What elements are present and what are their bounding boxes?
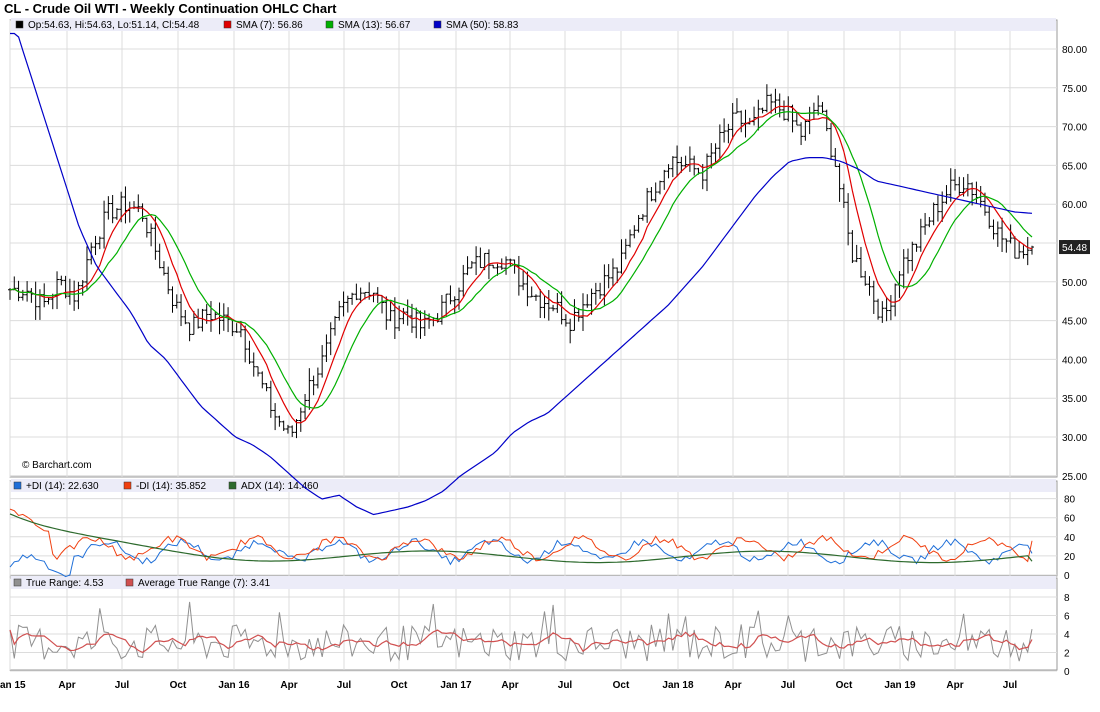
y-tick-label: 80 xyxy=(1064,495,1076,506)
x-tick-label: Apr xyxy=(724,680,741,691)
legend-bar xyxy=(11,18,1056,31)
y-tick-label: 40.00 xyxy=(1062,355,1087,366)
chart-panels: Jan 15 Apr Jul Oct Jan 16 Apr Jul Oct Jan 17 Apr J… xyxy=(0,18,1090,691)
sma50-line xyxy=(10,32,1033,516)
legend-swatch xyxy=(123,481,132,490)
legend-label: True Range: 4.53 xyxy=(26,578,104,589)
legend-label: SMA (13): 56.67 xyxy=(338,20,411,31)
legend-label: -DI (14): 35.852 xyxy=(136,481,206,492)
x-tick-label: Jan 16 xyxy=(218,680,250,691)
legend-label: SMA (7): 56.86 xyxy=(236,20,303,31)
legend-swatch xyxy=(13,481,22,490)
legend-swatch xyxy=(228,481,237,490)
x-tick-label: Jan 19 xyxy=(884,680,916,691)
y-tick-label: 70.00 xyxy=(1062,123,1087,134)
legend-swatch xyxy=(125,578,134,587)
legend-label: +DI (14): 22.630 xyxy=(26,481,99,492)
x-tick-label: Apr xyxy=(58,680,75,691)
legend-swatch xyxy=(13,578,22,587)
minus-di-line xyxy=(9,508,1033,563)
x-tick-label: Oct xyxy=(170,680,187,691)
legend-swatch xyxy=(15,20,24,29)
x-tick-label: Jul xyxy=(115,680,130,691)
x-tick-label: Oct xyxy=(836,680,853,691)
x-tick-label: Oct xyxy=(613,680,630,691)
x-tick-label: Jul xyxy=(781,680,796,691)
y-tick-label: 6 xyxy=(1064,612,1070,623)
x-tick-label: Apr xyxy=(946,680,963,691)
x-tick-label: Jul xyxy=(558,680,573,691)
y-tick-label: 50.00 xyxy=(1062,278,1087,289)
x-tick-label: Jan 17 xyxy=(440,680,472,691)
y-tick-label: 4 xyxy=(1064,630,1070,641)
sma7-line xyxy=(9,105,1033,424)
x-tick-label: Jan 18 xyxy=(662,680,694,691)
legend-swatch xyxy=(223,20,232,29)
y-tick-label: 45.00 xyxy=(1062,317,1087,328)
x-tick-label: Apr xyxy=(501,680,518,691)
sma13-line xyxy=(9,110,1033,409)
legend-label: SMA (50): 58.83 xyxy=(446,20,519,31)
x-tick-label: Jul xyxy=(1003,680,1018,691)
x-tick-label: Oct xyxy=(391,680,408,691)
y-tick-label: 80.00 xyxy=(1062,45,1087,56)
legend-label: Average True Range (7): 3.41 xyxy=(138,578,271,589)
legend-swatch xyxy=(325,20,334,29)
y-tick-label: 25.00 xyxy=(1062,472,1087,483)
last-price-label: 54.48 xyxy=(1062,243,1087,254)
y-tick-label: 0 xyxy=(1064,571,1070,582)
barchart-credit: © Barchart.com xyxy=(22,460,92,471)
y-tick-label: 30.00 xyxy=(1062,433,1087,444)
y-tick-label: 60 xyxy=(1064,514,1076,525)
legend-label: ADX (14): 14.460 xyxy=(241,481,319,492)
y-tick-label: 60.00 xyxy=(1062,200,1087,211)
legend-bar xyxy=(11,576,1056,589)
y-tick-label: 35.00 xyxy=(1062,394,1087,405)
x-tick-label: Jan 15 xyxy=(0,680,26,691)
y-tick-label: 2 xyxy=(1064,649,1070,660)
last-price-badge xyxy=(1059,240,1090,255)
x-tick-label: Jul xyxy=(337,680,352,691)
atr-line xyxy=(9,629,1033,654)
legend-bar xyxy=(11,479,1056,492)
y-tick-label: 20 xyxy=(1064,552,1076,563)
x-tick-label: Apr xyxy=(280,680,297,691)
y-tick-label: 75.00 xyxy=(1062,84,1087,95)
y-tick-label: 0 xyxy=(1064,667,1070,678)
y-tick-label: 65.00 xyxy=(1062,161,1087,172)
legend-swatch xyxy=(433,20,442,29)
legend-label: Op:54.63, Hi:54.63, Lo:51.14, Cl:54.48 xyxy=(28,20,200,31)
chart-title: CL - Crude Oil WTI - Weekly Continuation… xyxy=(4,1,337,16)
y-tick-label: 40 xyxy=(1064,533,1076,544)
adx-line xyxy=(9,513,1033,564)
true-range-line xyxy=(9,601,1033,663)
y-tick-label: 8 xyxy=(1064,593,1070,604)
